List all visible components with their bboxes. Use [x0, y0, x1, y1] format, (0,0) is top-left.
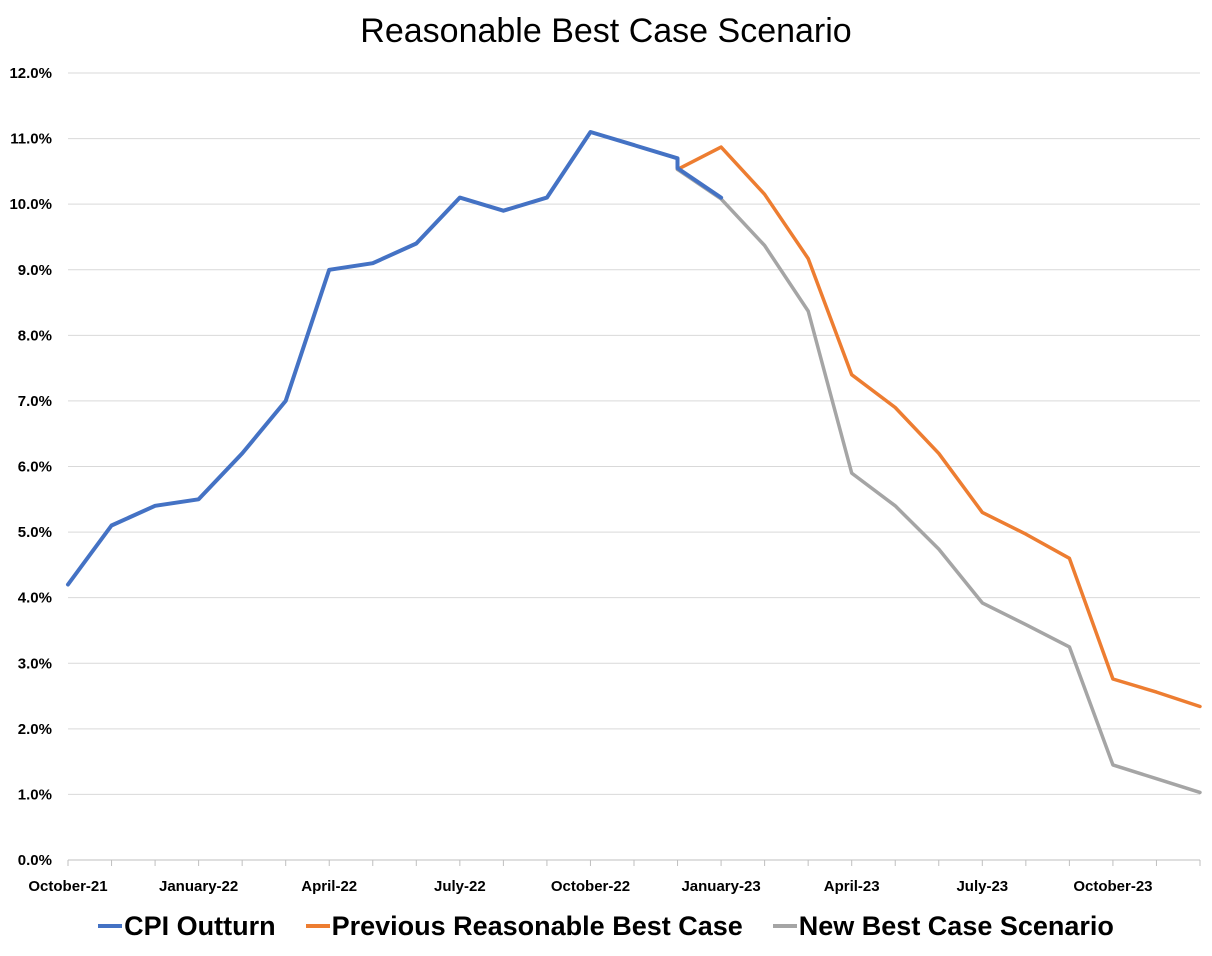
y-tick-label: 7.0%: [18, 393, 52, 410]
x-tick-label: January-22: [159, 878, 238, 895]
series-line-previous-reasonable-best-case: [675, 145, 1202, 709]
y-tick-label: 8.0%: [18, 327, 52, 344]
gridlines: [68, 72, 1200, 795]
y-tick-label: 2.0%: [18, 721, 52, 738]
legend: CPI Outturn Previous Reasonable Best Case…: [0, 906, 1212, 946]
y-tick-label: 0.0%: [18, 852, 52, 869]
legend-swatch: [772, 924, 797, 928]
legend-item: New Best Case Scenario: [772, 910, 1114, 942]
legend-swatch: [305, 924, 330, 928]
x-tick-label: October-21: [28, 878, 107, 895]
legend-label: Previous Reasonable Best Case: [331, 910, 743, 941]
y-tick-label: 9.0%: [18, 262, 52, 279]
plot-area: 0.0% 1.0% 2.0% 3.0% 4.0% 5.0% 6.0% 7.0% 8.0% 9.0%…: [9, 65, 1202, 895]
x-tick-label: July-22: [434, 878, 486, 895]
x-tick-label: October-23: [1073, 878, 1152, 895]
y-tick-label: 3.0%: [18, 655, 52, 672]
legend-item: Previous Reasonable Best Case: [305, 910, 743, 942]
y-tick-label: 5.0%: [18, 524, 52, 541]
series-line-cpi-outturn: [66, 130, 724, 587]
x-tick-labels: October-21 January-22 April-22 July-22 Octob…: [28, 878, 1152, 895]
y-tick-label: 12.0%: [9, 65, 52, 82]
y-tick-label: 4.0%: [18, 590, 52, 607]
series-lines: [66, 130, 1202, 795]
x-tick-label: April-23: [824, 878, 880, 895]
x-tick-label: January-23: [681, 878, 760, 895]
axes: [67, 859, 1201, 866]
x-tick-label: October-22: [551, 878, 630, 895]
x-tick-label: April-22: [301, 878, 357, 895]
chart-title: Reasonable Best Case Scenario: [360, 12, 852, 50]
legend-swatch: [98, 924, 123, 928]
legend-label: CPI Outturn: [124, 910, 276, 941]
y-tick-label: 1.0%: [18, 786, 52, 803]
x-tick-label: July-23: [956, 878, 1008, 895]
y-tick-label: 11.0%: [10, 131, 52, 148]
legend-label: New Best Case Scenario: [798, 910, 1114, 941]
y-tick-label: 10.0%: [9, 196, 52, 213]
legend-item: CPI Outturn: [98, 910, 276, 942]
series-line-new-best-case-scenario: [675, 167, 1202, 795]
y-tick-label: 6.0%: [18, 459, 52, 476]
y-tick-labels: 0.0% 1.0% 2.0% 3.0% 4.0% 5.0% 6.0% 7.0% 8.0% 9.0%…: [9, 65, 52, 869]
